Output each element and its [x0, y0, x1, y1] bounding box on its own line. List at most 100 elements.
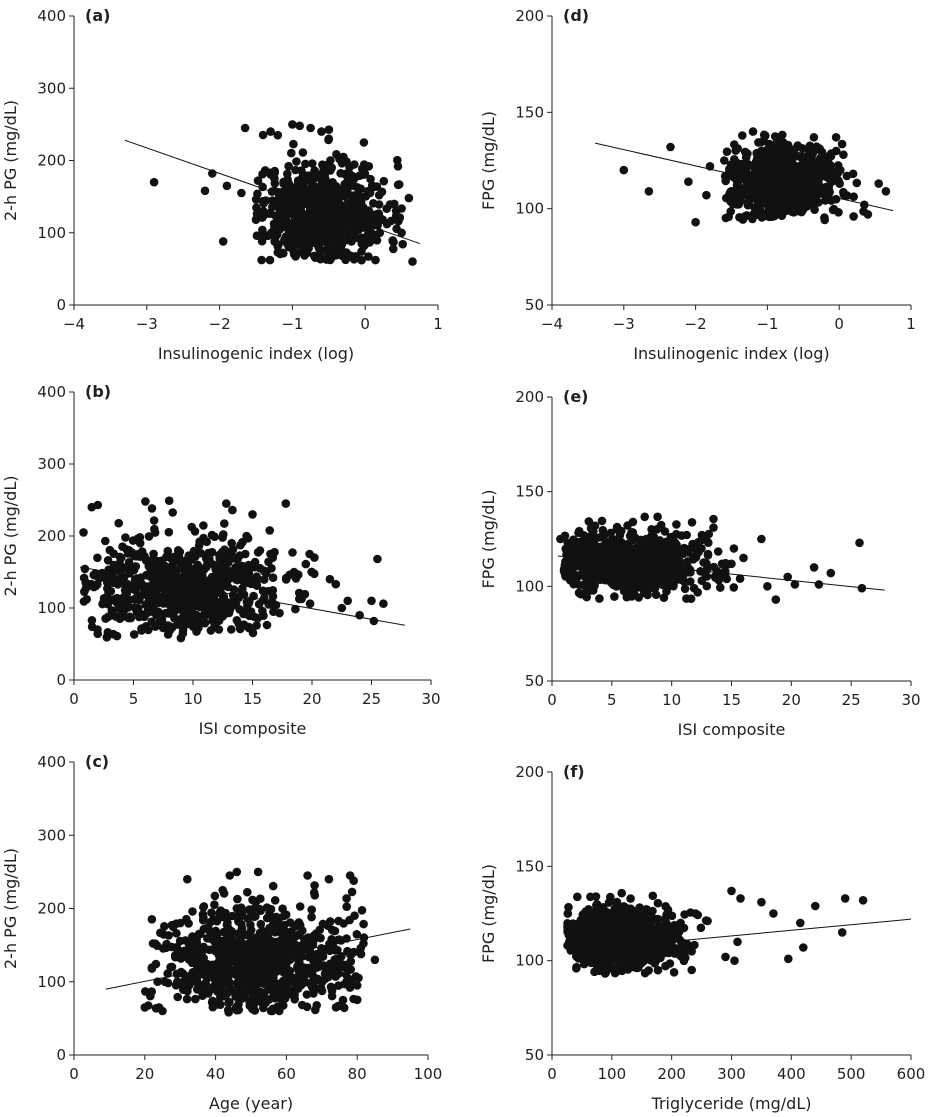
data-point: [302, 990, 312, 999]
data-point: [287, 148, 296, 158]
data-point: [257, 958, 267, 968]
data-point: [262, 977, 272, 986]
x-tick-label: 0: [69, 1065, 79, 1083]
data-point: [98, 599, 107, 609]
data-point: [258, 169, 267, 179]
data-point: [307, 567, 316, 577]
data-point: [624, 908, 634, 918]
data-point: [803, 162, 813, 172]
data-point: [148, 582, 157, 591]
data-point: [292, 157, 301, 166]
data-point: [347, 887, 357, 897]
data-point: [849, 192, 858, 201]
data-point: [288, 120, 297, 129]
data-point: [614, 557, 624, 567]
data-point: [359, 138, 369, 147]
data-point: [223, 1005, 233, 1015]
data-point: [212, 931, 221, 940]
data-point: [342, 902, 352, 911]
data-point: [379, 176, 389, 186]
data-point: [334, 969, 343, 978]
data-point: [329, 198, 339, 208]
data-point: [716, 583, 725, 592]
data-point: [223, 923, 233, 933]
data-point: [217, 969, 226, 978]
data-point: [80, 564, 90, 574]
regression-line: [594, 142, 894, 212]
x-tick-label: 500: [837, 1065, 866, 1083]
data-point: [234, 569, 244, 578]
data-point: [216, 906, 225, 915]
data-point: [636, 563, 645, 573]
data-point: [304, 952, 314, 962]
data-point: [180, 946, 190, 956]
data-point: [365, 238, 374, 247]
data-point: [276, 990, 286, 999]
data-point: [810, 196, 820, 205]
data-point: [203, 959, 212, 969]
y-axis-title: 2-h PG (mg/dL): [1, 100, 20, 221]
data-point: [784, 954, 793, 964]
data-point: [329, 943, 338, 952]
data-point: [152, 568, 161, 578]
y-tick-label: 400: [37, 7, 66, 25]
data-point: [315, 238, 325, 248]
data-point: [147, 987, 156, 996]
data-point: [569, 535, 578, 544]
data-point: [112, 631, 122, 641]
data-point: [291, 165, 300, 175]
data-point: [223, 582, 233, 592]
data-point: [336, 169, 345, 178]
data-point: [615, 541, 624, 550]
data-point: [651, 590, 661, 599]
data-point: [680, 584, 690, 594]
data-point: [244, 622, 254, 632]
data-point: [311, 1005, 320, 1015]
data-point: [210, 900, 219, 909]
data-point: [364, 252, 373, 261]
data-point: [298, 952, 307, 961]
data-point: [394, 216, 403, 226]
data-point: [672, 520, 681, 529]
data-point: [200, 186, 210, 196]
data-point: [273, 248, 283, 257]
data-point: [133, 534, 142, 543]
y-tick-label: 150: [515, 103, 544, 121]
data-point: [580, 580, 589, 589]
data-point: [223, 965, 233, 974]
data-point: [275, 608, 284, 618]
data-point: [811, 160, 820, 170]
data-point: [176, 633, 186, 643]
data-point: [309, 251, 319, 261]
data-point: [372, 182, 382, 191]
data-point: [259, 1003, 268, 1013]
data-point: [617, 888, 626, 898]
regression-line: [105, 928, 411, 990]
data-point: [310, 932, 319, 941]
data-point: [606, 528, 615, 538]
data-point: [284, 208, 294, 217]
data-point: [565, 942, 575, 951]
data-point: [709, 514, 718, 524]
data-point: [742, 168, 752, 178]
data-point: [324, 125, 334, 134]
data-point: [195, 537, 204, 546]
data-point: [647, 525, 656, 534]
data-point: [232, 616, 242, 625]
data-point: [748, 127, 758, 136]
data-point: [818, 157, 828, 167]
data-point: [702, 572, 712, 581]
data-point: [266, 549, 275, 559]
data-point: [275, 1006, 284, 1016]
data-point: [113, 580, 123, 589]
regression-line: [566, 918, 912, 952]
data-point: [201, 978, 210, 988]
data-point: [188, 932, 197, 941]
y-tick-label: 400: [37, 383, 66, 401]
x-axis-title: ISI composite: [199, 719, 307, 738]
x-tick-label: 400: [777, 1065, 806, 1083]
data-point: [175, 918, 185, 928]
data-point: [141, 497, 150, 506]
data-point: [814, 580, 824, 589]
